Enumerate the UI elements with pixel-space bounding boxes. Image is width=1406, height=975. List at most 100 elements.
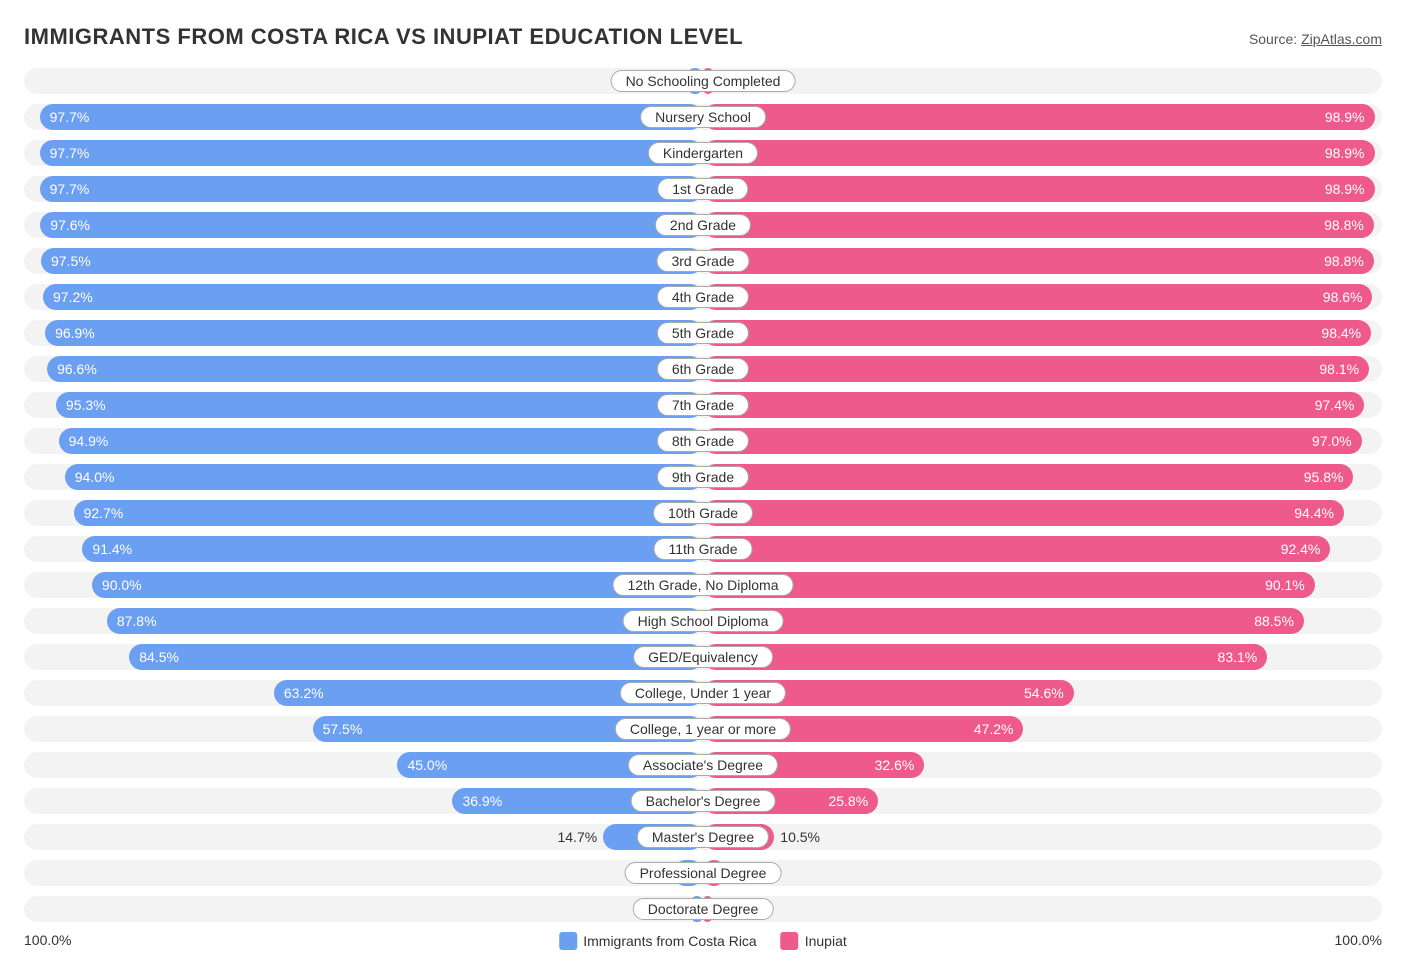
chart-container: IMMIGRANTS FROM COSTA RICA VS INUPIAT ED… [0, 0, 1406, 975]
category-label: 3rd Grade [656, 250, 749, 272]
bar-left: 97.2% [43, 284, 703, 310]
pct-left: 87.8% [107, 608, 167, 634]
legend-swatch-right [781, 932, 799, 950]
bar-right: 97.4% [703, 392, 1364, 418]
pct-left: 97.7% [40, 140, 100, 166]
chart-source: Source: ZipAtlas.com [1249, 31, 1382, 47]
bar-left: 97.7% [40, 104, 703, 130]
bar-right: 88.5% [703, 608, 1304, 634]
bar-left: 95.3% [56, 392, 703, 418]
bar-left: 97.6% [40, 212, 703, 238]
chart-row: 92.7% 94.4% 10th Grade [24, 500, 1382, 526]
bar-left: 90.0% [92, 572, 703, 598]
pct-left: 90.0% [92, 572, 152, 598]
legend-swatch-left [559, 932, 577, 950]
chart-row: 14.7% 10.5%Master's Degree [24, 824, 1382, 850]
category-label: 4th Grade [657, 286, 749, 308]
category-label: Bachelor's Degree [631, 790, 776, 812]
bar-right: 98.6% [703, 284, 1372, 310]
chart-row: 97.2%98.6%4th Grade [24, 284, 1382, 310]
category-label: College, Under 1 year [620, 682, 786, 704]
category-label: 9th Grade [657, 466, 749, 488]
chart-row: 97.7% 98.9% Kindergarten [24, 140, 1382, 166]
chart-row: 84.5%83.1%GED/Equivalency [24, 644, 1382, 670]
pct-right: 32.6% [865, 752, 925, 778]
bar-left: 92.7% [74, 500, 703, 526]
category-label: 1st Grade [657, 178, 748, 200]
legend-label-left: Immigrants from Costa Rica [583, 933, 756, 949]
category-label: Kindergarten [648, 142, 758, 164]
chart-footer: 100.0% Immigrants from Costa Rica Inupia… [24, 932, 1382, 956]
source-value[interactable]: ZipAtlas.com [1301, 31, 1382, 47]
bar-left: 97.7% [40, 140, 703, 166]
bar-left: 87.8% [107, 608, 703, 634]
pct-right: 10.5% [774, 824, 826, 850]
legend-item-left: Immigrants from Costa Rica [559, 932, 756, 950]
chart-row: 63.2% 54.6% College, Under 1 year [24, 680, 1382, 706]
chart-title: IMMIGRANTS FROM COSTA RICA VS INUPIAT ED… [24, 24, 743, 50]
chart-row: 96.6%98.1%6th Grade [24, 356, 1382, 382]
chart-row: 36.9%25.8%Bachelor's Degree [24, 788, 1382, 814]
pct-right: 88.5% [1244, 608, 1304, 634]
pct-right: 92.4% [1271, 536, 1331, 562]
pct-left: 95.3% [56, 392, 116, 418]
pct-left: 57.5% [313, 716, 373, 742]
chart-row: 57.5%47.2%College, 1 year or more [24, 716, 1382, 742]
pct-right: 90.1% [1255, 572, 1315, 598]
pct-right: 98.9% [1315, 140, 1375, 166]
pct-left: 96.9% [45, 320, 105, 346]
chart-row: 97.7% 98.9% 1st Grade [24, 176, 1382, 202]
chart-row: 94.0% 95.8% 9th Grade [24, 464, 1382, 490]
chart-row: 91.4%92.4%11th Grade [24, 536, 1382, 562]
pct-left: 97.5% [41, 248, 101, 274]
category-label: Master's Degree [637, 826, 769, 848]
category-label: Doctorate Degree [633, 898, 774, 920]
chart-row: 90.0% 90.1% 12th Grade, No Diploma [24, 572, 1382, 598]
bar-left: 84.5% [129, 644, 703, 670]
bar-right: 98.8% [703, 248, 1374, 274]
pct-left: 92.7% [74, 500, 134, 526]
pct-left: 36.9% [452, 788, 512, 814]
pct-right: 94.4% [1284, 500, 1344, 526]
chart-row: 96.9%98.4%5th Grade [24, 320, 1382, 346]
category-label: 10th Grade [653, 502, 753, 524]
category-label: GED/Equivalency [633, 646, 773, 668]
bar-right: 98.8% [703, 212, 1374, 238]
pct-right: 98.8% [1314, 212, 1374, 238]
pct-left: 91.4% [82, 536, 142, 562]
category-label: Associate's Degree [628, 754, 778, 776]
chart-row: 94.9%97.0%8th Grade [24, 428, 1382, 454]
diverging-bar-chart: 2.3%1.5%No Schooling Completed97.7%98.9%… [24, 68, 1382, 922]
pct-left: 45.0% [397, 752, 457, 778]
chart-row: 97.7%98.9%Nursery School [24, 104, 1382, 130]
bar-left: 97.5% [41, 248, 703, 274]
bar-left: 94.9% [59, 428, 703, 454]
axis-max-left: 100.0% [24, 932, 71, 948]
pct-left: 94.9% [59, 428, 119, 454]
chart-row: 45.0% 32.6% Associate's Degree [24, 752, 1382, 778]
pct-right: 95.8% [1294, 464, 1354, 490]
pct-right: 98.8% [1314, 248, 1374, 274]
bar-left: 91.4% [82, 536, 703, 562]
legend-item-right: Inupiat [781, 932, 847, 950]
axis-max-right: 100.0% [1335, 932, 1382, 948]
bar-right: 92.4% [703, 536, 1330, 562]
pct-left: 63.2% [274, 680, 334, 706]
bar-right: 83.1% [703, 644, 1267, 670]
pct-left: 94.0% [65, 464, 125, 490]
pct-right: 54.6% [1014, 680, 1074, 706]
pct-right: 98.9% [1315, 176, 1375, 202]
category-label: 8th Grade [657, 430, 749, 452]
chart-row: 4.4%3.2%Professional Degree [24, 860, 1382, 886]
category-label: 5th Grade [657, 322, 749, 344]
category-label: 2nd Grade [655, 214, 751, 236]
bar-left: 96.6% [47, 356, 703, 382]
category-label: 12th Grade, No Diploma [613, 574, 794, 596]
pct-left: 14.7% [551, 824, 603, 850]
pct-left: 97.7% [40, 104, 100, 130]
chart-legend: Immigrants from Costa Rica Inupiat [559, 932, 847, 950]
chart-row: 2.3%1.5%No Schooling Completed [24, 68, 1382, 94]
bar-left: 97.7% [40, 176, 703, 202]
bar-right: 90.1% [703, 572, 1315, 598]
bar-right: 94.4% [703, 500, 1344, 526]
